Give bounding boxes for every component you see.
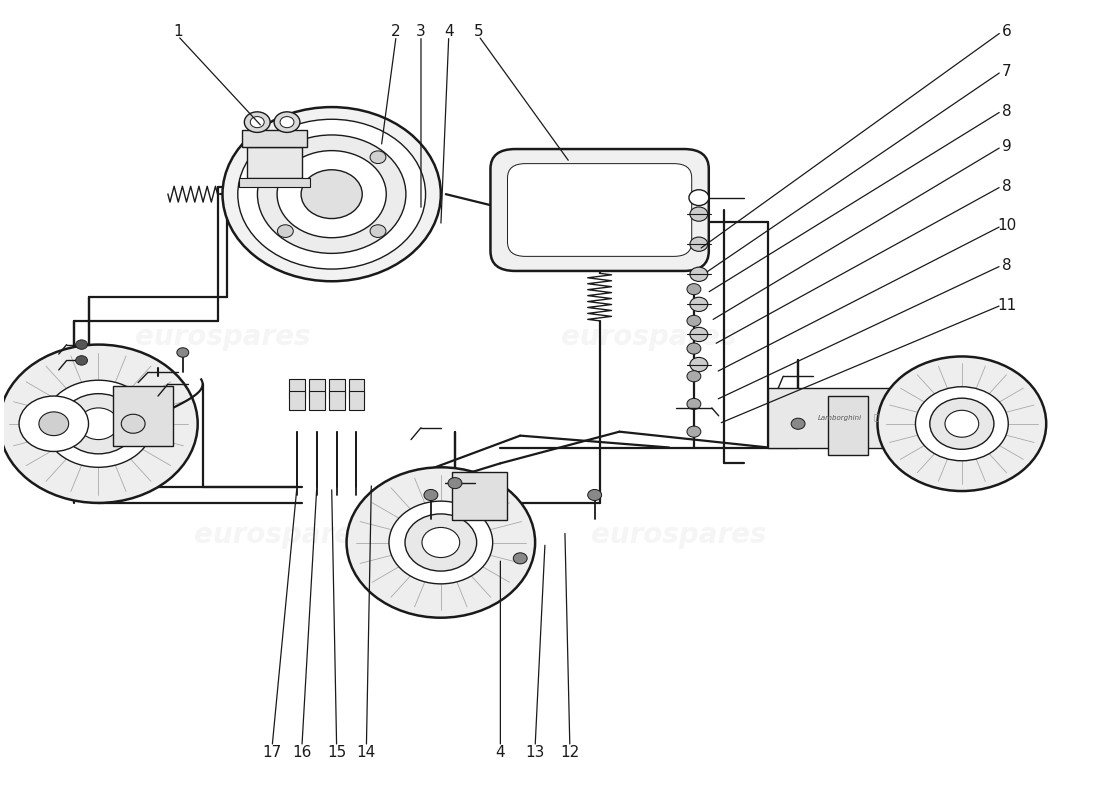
Circle shape [44, 380, 153, 467]
Circle shape [688, 284, 701, 294]
FancyBboxPatch shape [491, 149, 708, 271]
Circle shape [690, 207, 707, 222]
Circle shape [688, 398, 701, 410]
Circle shape [370, 225, 386, 238]
Circle shape [690, 358, 707, 372]
Circle shape [791, 418, 805, 430]
Bar [329, 390, 344, 410]
Circle shape [587, 490, 602, 501]
Circle shape [2, 382, 106, 465]
Circle shape [690, 327, 707, 342]
Bar [242, 130, 307, 147]
Text: 🔶: 🔶 [873, 414, 879, 422]
Circle shape [389, 501, 493, 584]
Circle shape [257, 135, 406, 254]
Circle shape [19, 396, 88, 451]
Circle shape [280, 117, 294, 128]
Text: eurospares: eurospares [592, 521, 767, 549]
Circle shape [76, 356, 88, 365]
Circle shape [689, 190, 708, 206]
Circle shape [690, 298, 707, 311]
Text: 5: 5 [474, 24, 483, 39]
Circle shape [405, 514, 476, 571]
Bar [309, 390, 324, 410]
Circle shape [370, 151, 386, 163]
Circle shape [277, 150, 386, 238]
Circle shape [424, 490, 438, 501]
Circle shape [177, 348, 189, 358]
Bar [768, 388, 912, 447]
Bar [349, 378, 364, 398]
Text: 12: 12 [560, 745, 580, 760]
Circle shape [238, 119, 426, 269]
Circle shape [301, 170, 362, 218]
Circle shape [76, 340, 88, 350]
Circle shape [448, 478, 462, 489]
Text: 8: 8 [1002, 258, 1011, 273]
Text: eurospares: eurospares [134, 322, 310, 350]
Text: 11: 11 [997, 298, 1016, 313]
Text: 10: 10 [997, 218, 1016, 234]
Circle shape [60, 394, 136, 454]
Bar [289, 378, 305, 398]
Bar [452, 473, 507, 520]
Bar [240, 178, 310, 187]
Circle shape [688, 370, 701, 382]
Text: eurospares: eurospares [561, 322, 737, 350]
Circle shape [121, 414, 145, 434]
Text: 16: 16 [293, 745, 311, 760]
Text: 15: 15 [327, 745, 346, 760]
Bar [309, 378, 324, 398]
Text: 2: 2 [392, 24, 402, 39]
Circle shape [688, 343, 701, 354]
Circle shape [244, 112, 271, 133]
Circle shape [0, 345, 198, 503]
Text: Lamborghini: Lamborghini [818, 415, 862, 421]
Text: 8: 8 [1002, 178, 1011, 194]
Circle shape [690, 237, 707, 251]
Circle shape [277, 225, 294, 238]
Text: 4: 4 [496, 745, 505, 760]
Circle shape [78, 408, 119, 439]
Circle shape [346, 467, 535, 618]
Circle shape [878, 357, 1046, 491]
Text: 13: 13 [526, 745, 544, 760]
Bar [248, 147, 301, 178]
Bar [329, 378, 344, 398]
Circle shape [422, 527, 460, 558]
Text: eurospares: eurospares [195, 521, 370, 549]
Circle shape [514, 553, 527, 564]
Circle shape [39, 412, 68, 436]
Text: 7: 7 [1002, 64, 1011, 79]
Circle shape [915, 386, 1009, 461]
Circle shape [688, 315, 701, 326]
Text: 14: 14 [356, 745, 376, 760]
Text: 8: 8 [1002, 103, 1011, 118]
Text: 6: 6 [1002, 24, 1011, 39]
Circle shape [945, 410, 979, 438]
Circle shape [930, 398, 994, 450]
Text: 3: 3 [416, 24, 426, 39]
Circle shape [690, 267, 707, 282]
Bar [828, 396, 868, 455]
FancyBboxPatch shape [507, 164, 692, 256]
Circle shape [688, 426, 701, 438]
Bar [349, 390, 364, 410]
Bar [289, 390, 305, 410]
Circle shape [222, 107, 441, 282]
Circle shape [274, 112, 300, 133]
Circle shape [251, 117, 264, 128]
Text: 17: 17 [263, 745, 282, 760]
Bar [113, 386, 173, 446]
Text: 9: 9 [1002, 139, 1011, 154]
Text: 1: 1 [173, 24, 183, 39]
Circle shape [277, 151, 294, 163]
Text: 4: 4 [444, 24, 453, 39]
